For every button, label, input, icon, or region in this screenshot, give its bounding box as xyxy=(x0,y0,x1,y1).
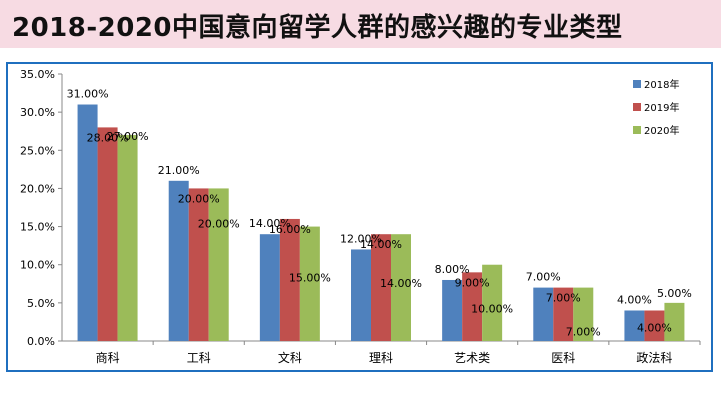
data-label: 7.00% xyxy=(566,326,601,339)
x-tick-label: 医科 xyxy=(551,351,575,365)
y-tick-label: 10.0% xyxy=(20,259,55,272)
y-tick-label: 0.0% xyxy=(27,335,55,348)
y-tick-label: 15.0% xyxy=(20,221,55,234)
chart-bars xyxy=(77,104,685,342)
x-tick-label: 艺术类 xyxy=(454,351,490,365)
bar xyxy=(77,104,98,341)
x-tick-label: 工科 xyxy=(187,351,211,365)
y-tick-label: 5.0% xyxy=(27,297,55,310)
title-banner: 2018-2020中国意向留学人群的感兴趣的专业类型 xyxy=(0,0,721,48)
data-label: 14.00% xyxy=(360,238,402,251)
x-tick-label: 政法科 xyxy=(636,351,672,365)
bar xyxy=(188,188,209,341)
data-label: 14.00% xyxy=(249,217,291,230)
bar xyxy=(97,127,118,342)
bar xyxy=(664,302,685,341)
bar xyxy=(482,264,503,341)
y-tick-label: 20.0% xyxy=(20,182,55,195)
legend-label: 2020年 xyxy=(644,124,679,137)
legend-label: 2019年 xyxy=(644,101,679,114)
page-title: 2018-2020中国意向留学人群的感兴趣的专业类型 xyxy=(12,13,623,43)
x-tick-label: 理科 xyxy=(369,351,393,365)
chart-data-labels: 31.00% 28.00%27.00% 21.00% 20.00% 20.00% 14.0… xyxy=(67,88,692,339)
bar xyxy=(351,249,371,341)
data-label: 20.00% xyxy=(178,192,220,205)
y-tick-label: 35.0% xyxy=(20,68,55,81)
y-tick-label: 25.0% xyxy=(20,144,55,157)
y-tick-label: 30.0% xyxy=(20,106,55,119)
data-label: 20.00% xyxy=(198,217,240,230)
data-label: 12.00% xyxy=(340,232,382,245)
chart-legend: 2018年 2019年 2020年 xyxy=(633,78,679,137)
bar xyxy=(533,287,554,341)
data-label: 15.00% xyxy=(289,272,331,285)
data-label: 7.00% xyxy=(526,271,561,284)
data-label: 16.00% xyxy=(269,223,311,236)
legend-swatch xyxy=(633,80,641,88)
data-label: 4.00% xyxy=(637,321,672,334)
data-label: 28.00% xyxy=(87,131,129,144)
x-tick-label: 文科 xyxy=(278,350,302,365)
legend-swatch xyxy=(633,103,641,111)
bar xyxy=(644,310,665,341)
bar xyxy=(553,287,574,341)
data-label: 14.00% xyxy=(380,277,422,290)
x-tick-label: 商科 xyxy=(96,350,120,365)
data-label: 9.00% xyxy=(455,276,490,289)
data-label: 4.00% xyxy=(617,293,652,306)
data-label: 10.00% xyxy=(471,303,513,316)
bar xyxy=(624,310,645,341)
bar xyxy=(259,234,280,341)
bar xyxy=(279,218,300,341)
bar xyxy=(168,180,189,341)
data-label: 21.00% xyxy=(158,164,200,177)
bar xyxy=(371,234,391,341)
bar xyxy=(208,188,229,341)
bar xyxy=(462,272,483,341)
data-label: 8.00% xyxy=(435,263,470,276)
data-label: 5.00% xyxy=(657,287,692,300)
bar xyxy=(442,279,463,341)
bar xyxy=(573,287,594,341)
bar xyxy=(391,234,411,341)
chart-axes: 0.0% 5.0% 10.0% 15.0% 20.0% 25.0% 30.0% 35.0% 商科… xyxy=(20,68,701,365)
bar xyxy=(117,135,138,341)
legend-swatch xyxy=(633,126,641,134)
data-label: 31.00% xyxy=(67,88,109,101)
bar xyxy=(299,226,320,341)
legend-label: 2018年 xyxy=(644,78,679,91)
data-label: 7.00% xyxy=(546,292,581,305)
data-label: 27.00% xyxy=(107,130,149,143)
